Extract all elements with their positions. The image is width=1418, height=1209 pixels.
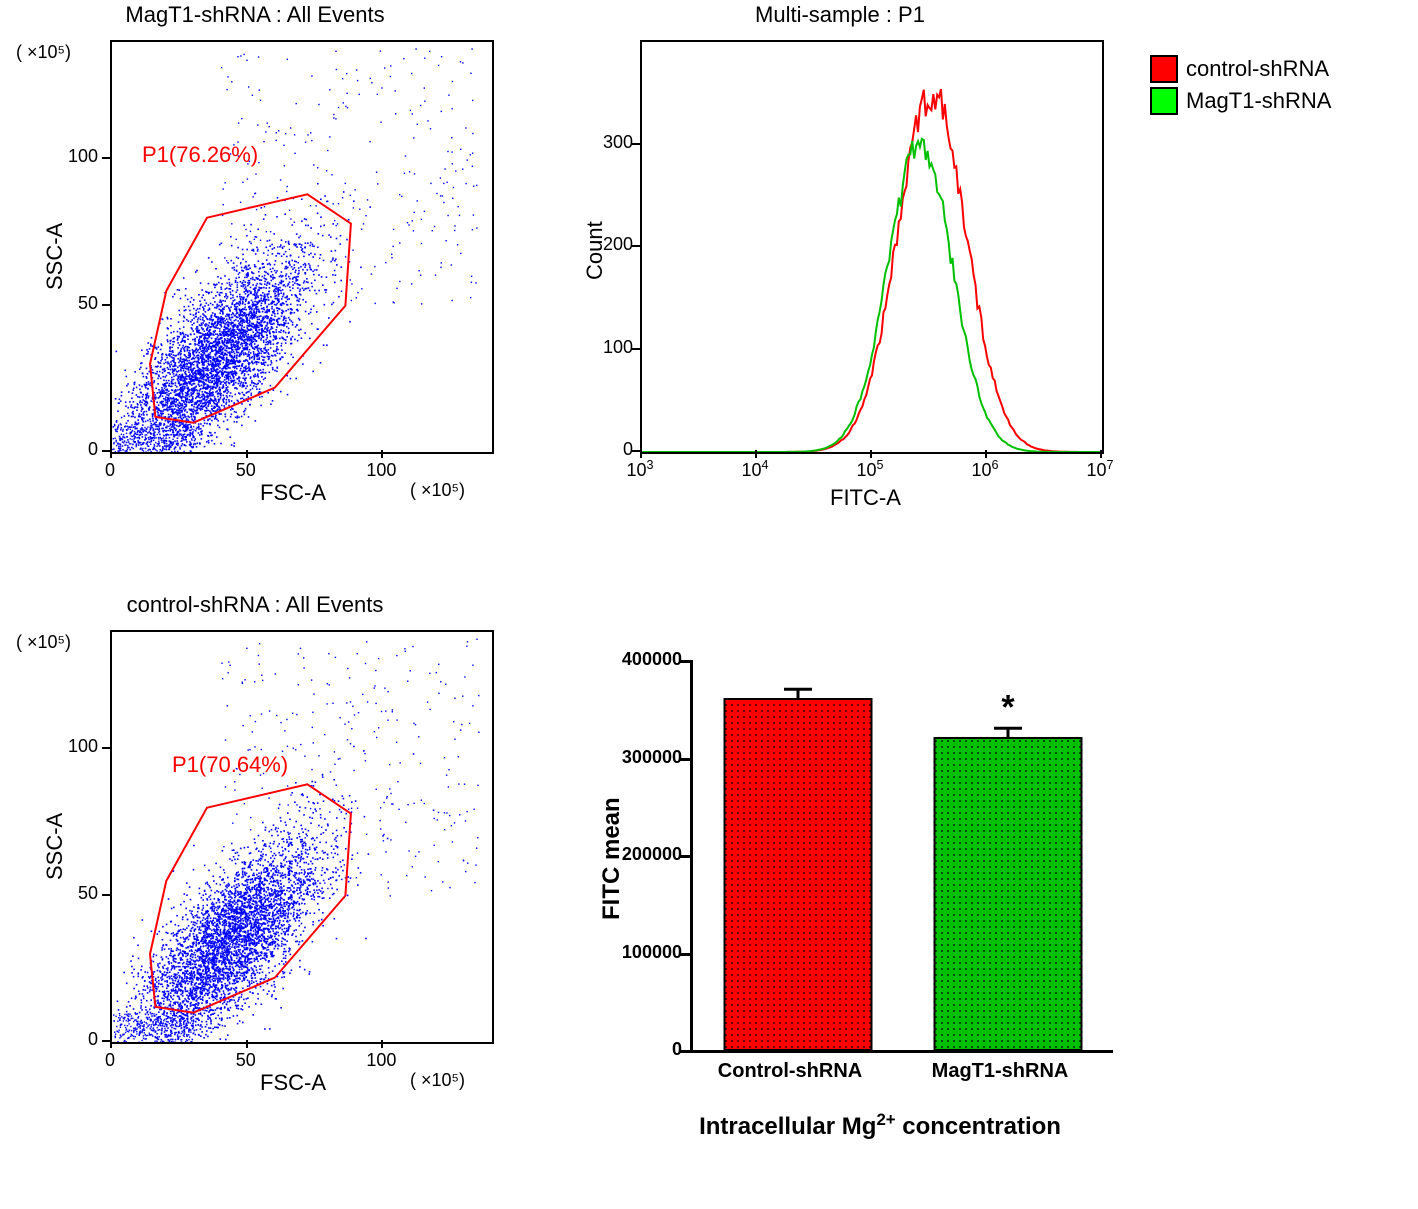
scatter-top-title: MagT1-shRNA : All Events	[10, 2, 500, 28]
histogram-ylabel: Count	[582, 221, 608, 280]
scatter-top-ylabel: SSC-A	[42, 223, 68, 290]
histogram-plot	[640, 40, 1104, 454]
barchart-xlabel-1: MagT1-shRNA	[910, 1060, 1090, 1083]
scatter-top-svg	[112, 42, 492, 452]
scatter-bottom-xlabel: FSC-A	[260, 1070, 326, 1096]
legend: control-shRNA MagT1-shRNA	[1150, 55, 1331, 119]
histogram-xlabel: FITC-A	[830, 485, 901, 511]
scatter-top-xlabel: FSC-A	[260, 480, 326, 506]
legend-item-magt1: MagT1-shRNA	[1150, 87, 1331, 115]
scatter-top-gate-label: P1(76.26%)	[142, 142, 258, 168]
barchart-plot: *	[690, 660, 1113, 1053]
scatter-bottom-xscale: ( ×10⁵)	[410, 1070, 465, 1091]
legend-swatch-magt1	[1150, 87, 1178, 115]
figure-root: MagT1-shRNA : All Events P1(76.26%) 0501…	[0, 0, 1418, 1209]
histogram-panel: Multi-sample : P1 0100200300 10310410510…	[560, 30, 1120, 550]
legend-label-magt1: MagT1-shRNA	[1186, 88, 1331, 114]
legend-item-control: control-shRNA	[1150, 55, 1331, 83]
scatter-bottom-panel: control-shRNA : All Events P1(70.64%) 05…	[10, 620, 500, 1140]
barchart-panel: * 0100000200000300000400000 FITC mean Co…	[580, 640, 1140, 1200]
scatter-bottom-ylabel: SSC-A	[42, 813, 68, 880]
histogram-svg	[642, 42, 1102, 452]
scatter-top-yscale: ( ×10⁵)	[16, 42, 71, 63]
barchart-svg: *	[693, 660, 1113, 1050]
scatter-top-plot: P1(76.26%)	[110, 40, 494, 454]
legend-swatch-control	[1150, 55, 1178, 83]
barchart-title: Intracellular Mg2+ concentration	[630, 1110, 1130, 1141]
scatter-top-panel: MagT1-shRNA : All Events P1(76.26%) 0501…	[10, 30, 500, 550]
histogram-title: Multi-sample : P1	[560, 2, 1120, 28]
scatter-bottom-yscale: ( ×10⁵)	[16, 632, 71, 653]
scatter-bottom-svg	[112, 632, 492, 1042]
scatter-top-xscale: ( ×10⁵)	[410, 480, 465, 501]
legend-label-control: control-shRNA	[1186, 56, 1329, 82]
scatter-bottom-title: control-shRNA : All Events	[10, 592, 500, 618]
scatter-bottom-plot: P1(70.64%)	[110, 630, 494, 1044]
scatter-bottom-gate-label: P1(70.64%)	[172, 752, 288, 778]
barchart-xlabel-0: Control-shRNA	[700, 1060, 880, 1083]
barchart-ylabel: FITC mean	[598, 797, 626, 920]
